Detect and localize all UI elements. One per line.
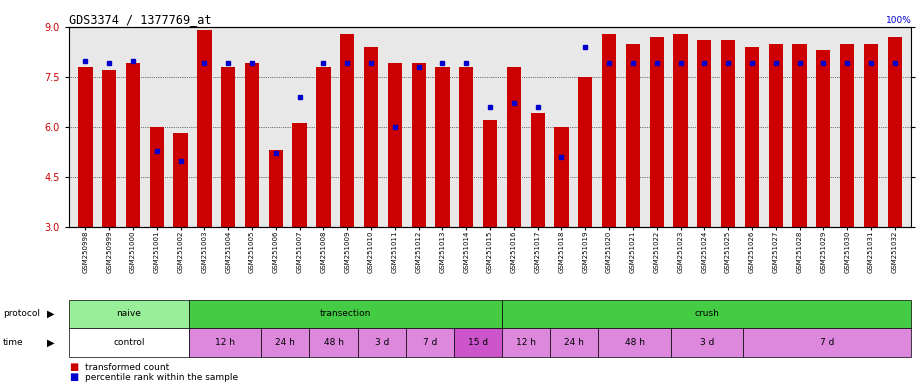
Bar xyxy=(268,150,283,227)
Bar xyxy=(221,67,235,227)
Bar xyxy=(507,67,521,227)
Text: 7 d: 7 d xyxy=(422,338,437,347)
Bar xyxy=(649,37,664,227)
Bar xyxy=(840,43,855,227)
Bar xyxy=(578,77,593,227)
Bar xyxy=(261,328,310,357)
Text: 12 h: 12 h xyxy=(215,338,235,347)
Bar xyxy=(387,63,402,227)
Bar xyxy=(554,127,569,227)
Text: 3 d: 3 d xyxy=(375,338,389,347)
Bar xyxy=(769,43,783,227)
Bar xyxy=(69,328,189,357)
Bar xyxy=(721,40,736,227)
Text: transformed count: transformed count xyxy=(85,363,169,372)
Text: 48 h: 48 h xyxy=(625,338,645,347)
Bar xyxy=(189,300,502,328)
Bar xyxy=(364,47,378,227)
Text: ▶: ▶ xyxy=(47,338,54,348)
Text: transection: transection xyxy=(320,310,371,318)
Bar xyxy=(125,63,140,227)
Bar xyxy=(292,123,307,227)
Bar xyxy=(792,43,807,227)
Text: crush: crush xyxy=(694,310,719,318)
Text: 7 d: 7 d xyxy=(820,338,834,347)
Text: ■: ■ xyxy=(69,362,78,372)
Bar xyxy=(671,328,743,357)
Bar xyxy=(78,67,93,227)
Bar xyxy=(357,328,406,357)
Text: 24 h: 24 h xyxy=(564,338,584,347)
Text: ▶: ▶ xyxy=(47,309,54,319)
Bar xyxy=(310,328,357,357)
Bar xyxy=(102,70,116,227)
Bar xyxy=(459,67,474,227)
Text: ■: ■ xyxy=(69,372,78,382)
Bar xyxy=(602,33,616,227)
Text: 100%: 100% xyxy=(886,16,911,25)
Text: 15 d: 15 d xyxy=(468,338,488,347)
Bar xyxy=(745,47,759,227)
Bar xyxy=(435,67,450,227)
Bar xyxy=(697,40,712,227)
Text: time: time xyxy=(3,338,24,347)
Bar xyxy=(673,33,688,227)
Bar xyxy=(245,63,259,227)
Bar xyxy=(197,30,212,227)
Text: 24 h: 24 h xyxy=(276,338,295,347)
Text: control: control xyxy=(114,338,145,347)
Text: 48 h: 48 h xyxy=(323,338,344,347)
Text: naive: naive xyxy=(116,310,141,318)
Bar xyxy=(864,43,878,227)
Bar xyxy=(551,328,598,357)
Bar xyxy=(502,300,911,328)
Bar xyxy=(149,127,164,227)
Bar xyxy=(888,37,902,227)
Bar xyxy=(411,63,426,227)
Bar xyxy=(316,67,331,227)
Bar xyxy=(483,120,497,227)
Text: 12 h: 12 h xyxy=(517,338,536,347)
Bar xyxy=(69,300,189,328)
Text: percentile rank within the sample: percentile rank within the sample xyxy=(85,373,238,382)
Bar xyxy=(406,328,454,357)
Bar xyxy=(454,328,502,357)
Bar xyxy=(816,50,831,227)
Bar xyxy=(598,328,671,357)
Bar xyxy=(340,33,354,227)
Bar xyxy=(530,113,545,227)
Bar xyxy=(626,43,640,227)
Bar xyxy=(173,133,188,227)
Text: 3 d: 3 d xyxy=(700,338,714,347)
Text: GDS3374 / 1377769_at: GDS3374 / 1377769_at xyxy=(69,13,212,26)
Text: protocol: protocol xyxy=(3,310,39,318)
Bar xyxy=(189,328,261,357)
Bar xyxy=(743,328,911,357)
Bar xyxy=(502,328,551,357)
